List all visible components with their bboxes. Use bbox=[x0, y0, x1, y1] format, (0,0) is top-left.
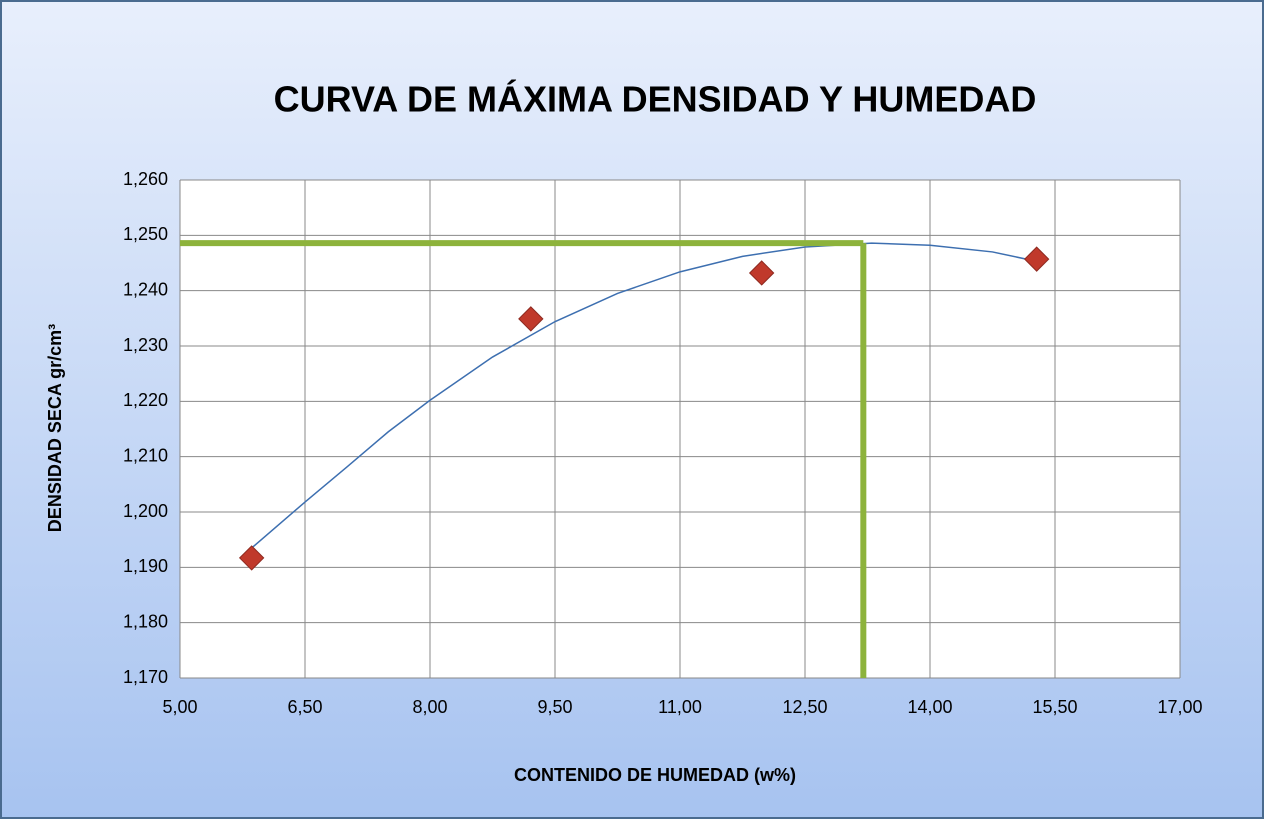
y-tick-label: 1,170 bbox=[123, 667, 168, 687]
y-tick-label: 1,190 bbox=[123, 556, 168, 576]
x-tick-label: 15,50 bbox=[1032, 697, 1077, 717]
y-tick-label: 1,230 bbox=[123, 335, 168, 355]
x-tick-label: 5,00 bbox=[162, 697, 197, 717]
y-axis-label: DENSIDAD SECA gr/cm³ bbox=[45, 324, 65, 532]
y-tick-label: 1,250 bbox=[123, 224, 168, 244]
x-tick-label: 9,50 bbox=[537, 697, 572, 717]
data-point bbox=[518, 306, 544, 332]
x-tick-label: 6,50 bbox=[287, 697, 322, 717]
y-tick-label: 1,180 bbox=[123, 611, 168, 631]
x-tick-label: 12,50 bbox=[782, 697, 827, 717]
y-tick-label: 1,200 bbox=[123, 501, 168, 521]
data-point bbox=[1023, 246, 1050, 272]
x-tick-label: 14,00 bbox=[907, 697, 952, 717]
x-tick-label: 11,00 bbox=[658, 697, 702, 717]
x-axis-label: CONTENIDO DE HUMEDAD (w%) bbox=[514, 765, 796, 785]
y-tick-label: 1,220 bbox=[123, 390, 168, 410]
x-tick-label: 17,00 bbox=[1157, 697, 1202, 717]
data-point bbox=[238, 545, 265, 571]
y-tick-label: 1,210 bbox=[123, 445, 168, 465]
data-point bbox=[748, 260, 775, 286]
trendline bbox=[251, 242, 1037, 549]
y-tick-label: 1,240 bbox=[123, 279, 168, 299]
chart-title: CURVA DE MÁXIMA DENSIDAD Y HUMEDAD bbox=[274, 79, 1037, 120]
x-tick-label: 8,00 bbox=[412, 697, 447, 717]
y-tick-label: 1,260 bbox=[123, 169, 168, 189]
